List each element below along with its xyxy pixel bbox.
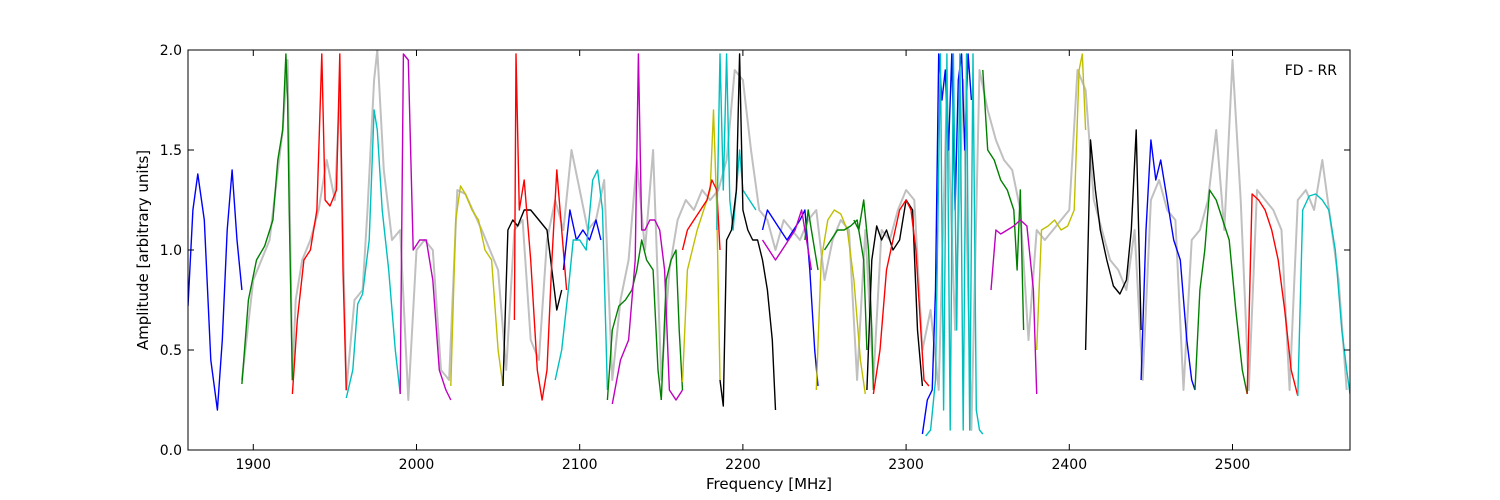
- series-line-26: [921, 53, 973, 435]
- x-tick-label: 2400: [1051, 457, 1087, 473]
- series-line-19: [761, 209, 813, 271]
- series-line-35: [1297, 193, 1350, 397]
- series-line-30: [1036, 53, 1087, 351]
- series-layer: [188, 50, 1350, 437]
- x-tick-label: 2100: [562, 457, 598, 473]
- series-line-15: [681, 179, 721, 251]
- reference-series-line: [240, 50, 1348, 431]
- x-tick-label: 2500: [1215, 457, 1251, 473]
- series-line-2: [241, 53, 294, 385]
- y-tick-label: 2.0: [160, 43, 182, 59]
- series-line-18: [761, 209, 819, 387]
- series-line-7: [502, 209, 563, 387]
- series-line-25: [872, 199, 930, 395]
- series-line-9: [562, 209, 602, 271]
- series-line-11: [606, 239, 662, 401]
- series-line-12: [611, 53, 684, 405]
- ticks-layer: 1900 2000 2100 2200 2300 2400 2500 0.0 0.5 1.0 1.5…: [160, 43, 1350, 473]
- series-line-28: [982, 69, 1025, 331]
- series-line-29: [990, 219, 1038, 395]
- series-line-32: [1140, 139, 1196, 391]
- x-tick-label: 2200: [725, 457, 761, 473]
- series-line-17: [719, 53, 777, 411]
- series-line-21: [815, 209, 866, 395]
- x-tick-label: 1900: [235, 457, 271, 473]
- y-tick-label: 1.0: [160, 243, 182, 259]
- x-tick-label: 2000: [399, 457, 435, 473]
- x-axis-label: Frequency [MHz]: [706, 475, 832, 493]
- series-line-13: [660, 249, 684, 401]
- series-line-24: [866, 199, 924, 391]
- y-tick-label: 1.5: [160, 143, 182, 159]
- series-line-20: [804, 209, 819, 271]
- series-line-3: [291, 53, 347, 395]
- annotation-label: FD - RR: [1285, 63, 1338, 79]
- series-line-5: [399, 53, 452, 401]
- series-line-10: [554, 169, 609, 391]
- series-line-34: [1246, 193, 1299, 397]
- series-line-22: [823, 219, 868, 351]
- series-line-16: [716, 53, 757, 231]
- series-line-31: [1084, 129, 1142, 351]
- x-tick-label: 2300: [888, 457, 924, 473]
- series-line-6: [450, 185, 504, 387]
- series-line-27: [925, 53, 984, 437]
- y-axis-label: Amplitude [arbitrary units]: [134, 150, 152, 350]
- y-tick-label: 0.5: [160, 343, 182, 359]
- series-line-4: [345, 109, 401, 399]
- series-line-33: [1194, 189, 1248, 395]
- series-line-23: [853, 199, 875, 391]
- y-tick-label: 0.0: [160, 443, 182, 459]
- series-line-8: [513, 53, 568, 401]
- series-line-1: [188, 169, 243, 411]
- series-line-14: [681, 109, 721, 383]
